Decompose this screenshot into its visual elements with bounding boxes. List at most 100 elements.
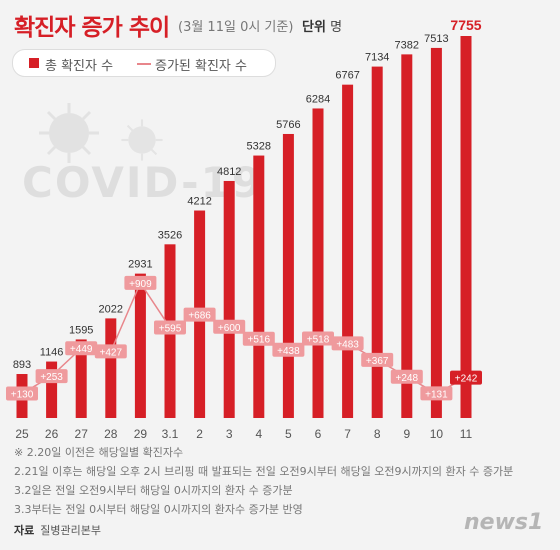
increase-value-label: +427 — [100, 347, 123, 358]
chart-title: 확진자 증가 추이 — [14, 15, 170, 41]
footnote: ※ 2.20일 이전은 해당일별 확진자수 — [14, 446, 184, 459]
bar-value-label: 4212 — [187, 196, 211, 208]
increase-value-label: +130 — [11, 390, 34, 401]
bar — [134, 273, 146, 418]
increase-point — [6, 386, 38, 401]
increase-value-label: +516 — [248, 335, 271, 346]
bar-value-label: 7382 — [395, 39, 419, 51]
source: 자료 질병관리본부 — [14, 522, 101, 538]
bar — [105, 318, 117, 418]
footnote: 3.2일은 전일 오전9시부터 해당일 0시까지의 환자 수 증가분 — [14, 484, 293, 497]
increase-point — [420, 386, 453, 401]
virus-icon — [39, 103, 99, 163]
x-tick-label: 5 — [285, 427, 292, 440]
increase-value-label: +242 — [455, 374, 478, 385]
x-tick-label: 28 — [104, 427, 118, 440]
x-tick-label: 29 — [134, 427, 148, 440]
bar — [342, 84, 354, 418]
x-tick-label: 4 — [255, 427, 262, 440]
footnote: 2.21일 이후는 해당일 오후 2시 브리핑 때 발표되는 전일 오전9시부터… — [14, 465, 514, 478]
increase-point — [124, 275, 157, 290]
x-tick-label: 8 — [374, 427, 381, 440]
bar-value-label: 1595 — [69, 324, 93, 336]
x-tick-label: 10 — [430, 427, 444, 440]
source-value: 질병관리본부 — [40, 524, 101, 537]
bar-value-label: 5766 — [276, 119, 300, 131]
x-tick-label: 9 — [403, 427, 410, 440]
bar — [46, 361, 58, 418]
x-tick-label: 3.1 — [162, 427, 179, 440]
legend-bar-swatch — [29, 58, 39, 68]
increase-point — [302, 331, 334, 346]
news1-logo: news1 — [464, 510, 544, 535]
bar-value-label: 4812 — [217, 166, 241, 178]
chart-subtitle: (3월 11일 0시 기준) — [178, 20, 294, 35]
bar-value-label: 2022 — [99, 303, 123, 315]
bar — [75, 339, 87, 418]
increase-value-label: +483 — [336, 339, 359, 350]
increase-point — [154, 320, 186, 335]
increase-value-label: +367 — [366, 356, 389, 367]
increase-point — [272, 342, 305, 357]
increase-point — [213, 319, 246, 334]
increase-value-label: +909 — [129, 279, 152, 290]
bar-value-label: 893 — [13, 359, 31, 371]
bar — [430, 47, 442, 419]
x-tick-label: 2 — [196, 427, 203, 440]
footnotes: ※ 2.20일 이전은 해당일별 확진자수 2.21일 이후는 해당일 오후 2… — [14, 443, 513, 519]
bar — [253, 155, 265, 418]
increase-point — [361, 352, 394, 367]
x-tick-label: 3 — [226, 427, 233, 440]
x-tick-label: 26 — [45, 427, 59, 440]
x-tick-label: 6 — [315, 427, 322, 440]
legend-line-swatch — [137, 63, 151, 65]
increase-value-label: +449 — [70, 344, 93, 355]
bar — [401, 54, 413, 418]
increase-value-label: +253 — [40, 372, 63, 383]
bar-value-label: 6767 — [335, 70, 359, 82]
bar-value-label: 1146 — [40, 347, 64, 359]
x-tick-label: 11 — [460, 427, 473, 440]
x-tick-label: 27 — [75, 427, 89, 440]
virus-icon — [121, 119, 163, 161]
footnote: 3.3부터는 전일 0시부터 해당일 0시까지의 환자수 증가분 반영 — [14, 503, 303, 516]
bar — [223, 180, 235, 418]
unit-label-key: 단위 — [302, 20, 326, 35]
source-label: 자료 — [14, 524, 35, 537]
unit-label: 단위 명 — [302, 16, 342, 35]
bar — [460, 36, 472, 418]
increase-point — [94, 344, 127, 359]
increase-value-label: +600 — [218, 323, 241, 334]
x-tick-label: 25 — [15, 427, 29, 440]
increase-point — [35, 369, 68, 384]
increase-value-label: +438 — [277, 346, 300, 357]
bar — [371, 66, 383, 419]
bar-value-label: 2931 — [128, 259, 152, 271]
increase-point — [331, 336, 364, 351]
unit-label-value: 명 — [330, 20, 343, 35]
bar-line-chart: 8932511462615952720222829312935263.14212… — [6, 17, 482, 440]
increase-point — [450, 370, 482, 385]
legend-line-label: 증가된 확진자 수 — [155, 59, 247, 74]
bar-value-label: 7513 — [424, 33, 448, 45]
increase-value-label: +595 — [159, 324, 182, 335]
increase-value-label: +518 — [307, 334, 330, 345]
increase-value-label: +686 — [188, 311, 211, 322]
covid-watermark: COVID-19 — [22, 158, 264, 207]
increase-point — [65, 341, 98, 356]
increase-point — [183, 307, 216, 322]
bar-value-label: 3526 — [158, 229, 182, 241]
bar-value-label: 7134 — [365, 52, 389, 64]
legend: 총 확진자 수 증가된 확진자 수 — [12, 49, 276, 77]
bar-value-label: 7755 — [450, 17, 481, 33]
increase-point — [390, 369, 423, 384]
bar-value-label: 6284 — [306, 93, 330, 105]
bar — [312, 108, 324, 418]
x-tick-label: 7 — [344, 427, 351, 440]
increase-value-label: +248 — [396, 373, 419, 384]
legend-bar-label: 총 확진자 수 — [45, 59, 114, 74]
increase-value-label: +131 — [425, 389, 448, 400]
increase-point — [242, 331, 275, 346]
bar-value-label: 5328 — [247, 141, 271, 153]
bar — [282, 133, 294, 419]
